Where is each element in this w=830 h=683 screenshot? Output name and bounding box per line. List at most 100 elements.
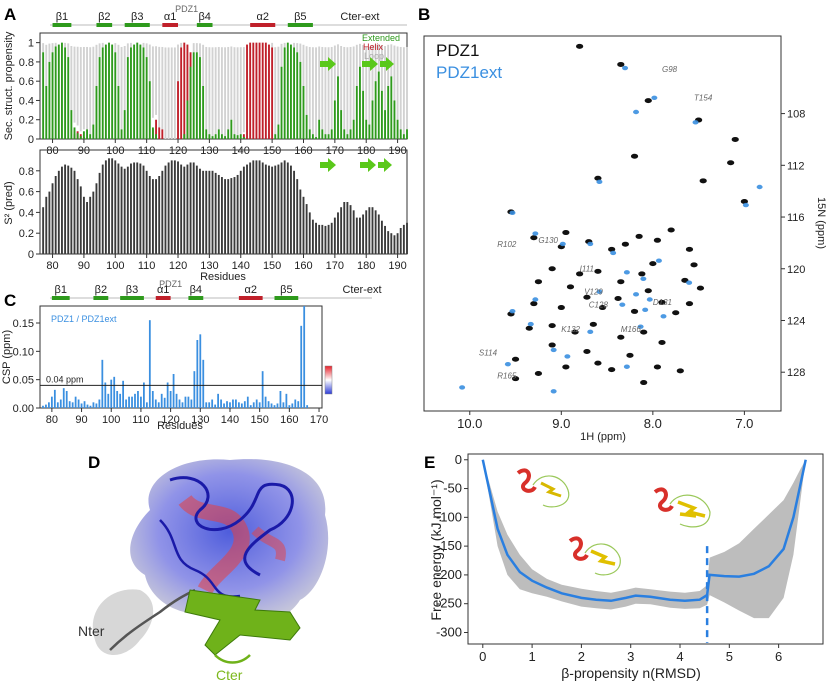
helix-segment: [162, 23, 179, 27]
x-tick-label: 7.0: [735, 416, 753, 431]
loop-bar: [368, 46, 371, 125]
strand-label: β2: [95, 284, 107, 296]
csp-bar: [294, 399, 297, 408]
loop-bar: [195, 43, 198, 53]
csp-bar: [110, 379, 113, 408]
structure-thumbnail-intermediate: [568, 536, 621, 576]
s2-bar: [92, 191, 95, 254]
loop-bar: [362, 45, 365, 91]
loop-bar: [67, 43, 70, 58]
csp-bar: [101, 359, 104, 408]
peak-label: D131: [653, 298, 672, 307]
loop-bar: [355, 44, 358, 86]
strand-segment: [124, 23, 150, 27]
pdz1-peak: [576, 271, 584, 277]
x-tick-label: 8.0: [644, 416, 662, 431]
pdz1-peak: [525, 325, 533, 331]
helix-bar: [180, 47, 183, 139]
pdz1-peak: [511, 376, 520, 382]
csp-bar: [92, 402, 95, 408]
binding-patch: [251, 526, 286, 562]
s2-bar: [202, 170, 205, 254]
csp-bar: [303, 306, 306, 408]
panel-a-top-plot: 0 0.2 0.4 0.6 0.8 1 80 90 100 110 120 130 140 150 160…: [3, 31, 408, 157]
y-axis-title: 15N (ppm): [815, 197, 827, 249]
pdz1-peak: [594, 268, 602, 274]
loop-bar: [302, 44, 305, 86]
helix-bar: [155, 119, 158, 139]
loop-bar: [214, 47, 217, 135]
csp-bar: [160, 393, 163, 408]
csp-bar: [297, 401, 300, 408]
s2-bar: [236, 174, 239, 254]
s2-bar: [195, 165, 198, 254]
s2-bar: [136, 162, 139, 254]
loop-bar: [349, 46, 352, 130]
loop-bar: [220, 47, 223, 135]
x-tick-label: 140: [232, 260, 250, 272]
loop-bar: [274, 47, 277, 135]
panel-d-structure: Nter Cter: [78, 459, 329, 683]
helix-label: α1: [157, 284, 169, 296]
loop-bar: [199, 43, 201, 58]
y-tick-label: 0.8: [19, 57, 34, 69]
y-tick-label: -250: [436, 596, 462, 611]
pdz1-peak: [562, 364, 570, 370]
csp-bar: [193, 371, 196, 408]
csp-bar: [104, 382, 107, 408]
helix-segment: [238, 296, 263, 300]
strand-segment: [196, 23, 213, 27]
csp-bar: [232, 399, 234, 408]
peak-labels: G98 T154 R102 G130 I111 V129 C128 D131 K132 M166 S…: [479, 65, 713, 380]
x-tick-label: 140: [232, 145, 250, 157]
s2-bar: [170, 160, 173, 254]
loop-bar: [299, 43, 302, 62]
csp-bar: [261, 371, 264, 408]
y-ticks: 0.00 0.05 0.10 0.15: [13, 318, 40, 415]
pdz1-peak: [621, 241, 629, 247]
x-tick-label: 130: [191, 414, 209, 426]
extended-bar: [337, 76, 339, 139]
extended-bar: [142, 47, 145, 139]
pdz1ext-peak: [646, 297, 653, 302]
y-tick-label: 0: [28, 134, 34, 146]
csp-bar: [276, 403, 279, 408]
x-tick-label: 190: [388, 145, 406, 157]
arrow-icon: [360, 158, 376, 172]
pdz1-peak: [676, 368, 684, 374]
extended-bar: [54, 46, 57, 140]
pdz1ext-peak: [550, 389, 557, 394]
extended-bar: [139, 44, 142, 139]
s2-bar: [145, 170, 148, 254]
pdz1-peak: [653, 237, 662, 243]
extended-bar: [242, 137, 245, 139]
strand-icon: [677, 500, 706, 518]
plot-frame: [467, 453, 824, 645]
extended-bar: [51, 52, 54, 139]
pdz1-peak: [608, 246, 616, 252]
extended-bar: [108, 42, 110, 139]
s2-bar: [362, 214, 365, 254]
pdz1-peak: [626, 352, 634, 358]
s2-bar: [271, 166, 274, 254]
x-tick-label: 6: [775, 649, 782, 664]
pdz1-peak: [617, 334, 625, 340]
extended-bar: [208, 134, 211, 139]
x-tick-label: 180: [357, 145, 375, 157]
extended-bar: [155, 134, 158, 139]
extended-bar: [277, 124, 280, 139]
backbone-ribbon: [169, 476, 294, 577]
extended-bar: [61, 42, 63, 139]
plot-frame: [39, 149, 408, 255]
pdz1-peak: [598, 305, 607, 311]
color-scale-bar: [324, 365, 333, 395]
pdz1ext-peak: [532, 231, 539, 236]
extended-bar: [76, 133, 79, 139]
loop-bar: [151, 46, 154, 118]
csp-bar: [157, 402, 160, 408]
x-tick-label: 150: [263, 260, 281, 272]
pdz1-peak: [614, 296, 622, 301]
arrow-icon: [380, 57, 394, 71]
pdz1ext-peak: [587, 241, 594, 247]
csp-bar: [48, 402, 50, 408]
